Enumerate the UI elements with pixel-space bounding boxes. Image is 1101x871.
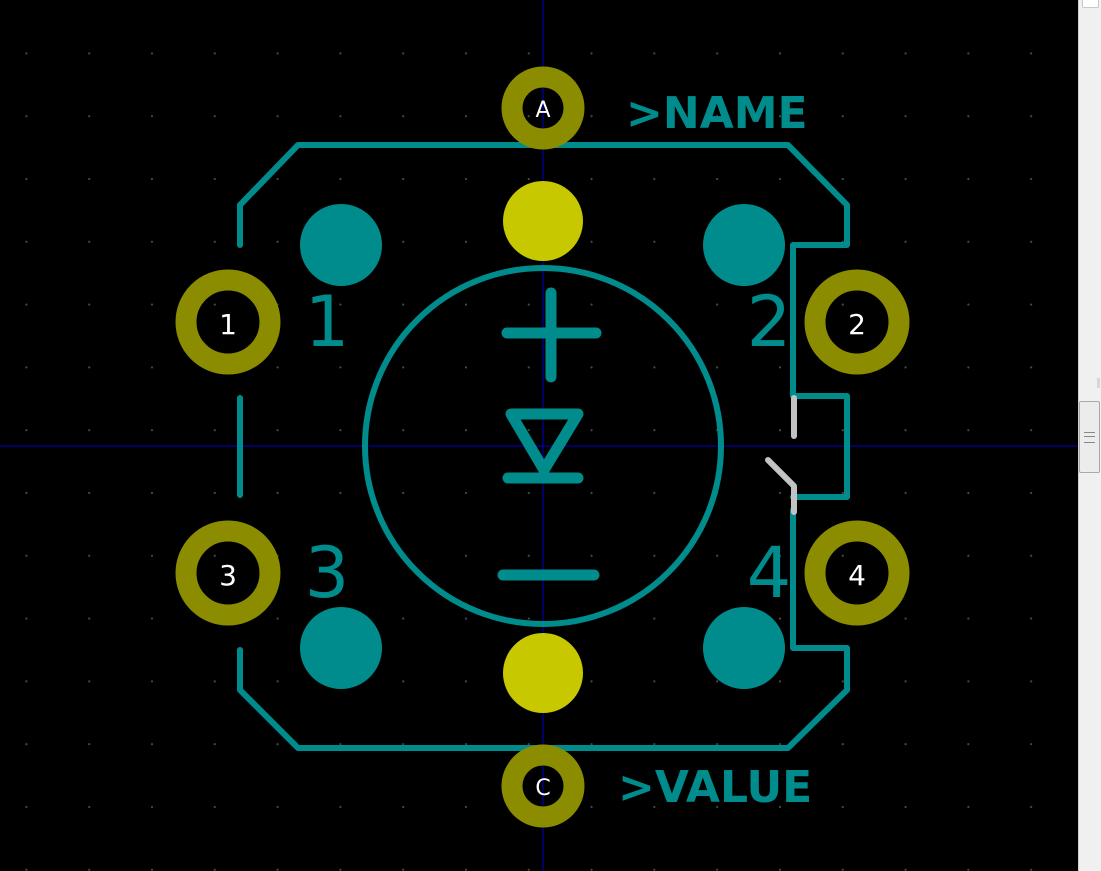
mount-hole-top-right (703, 204, 785, 286)
led-pad-bottom[interactable] (503, 633, 583, 713)
silk-number-3: 3 (305, 532, 350, 614)
vertical-scrollbar[interactable] (1078, 0, 1101, 871)
led-outline-circle (362, 265, 724, 627)
reference-field[interactable]: >NAME (626, 88, 808, 139)
pad-1-label: 1 (219, 308, 237, 341)
silk-number-4: 4 (747, 532, 792, 614)
silk-number-1: 1 (305, 281, 350, 363)
pad-3[interactable]: 3 (175, 520, 281, 626)
pcb-canvas[interactable]: A C 1 2 3 4 1 2 3 4 >NAME >VALUE (0, 0, 1078, 871)
pad-3-label: 3 (219, 559, 237, 592)
scroll-up-button[interactable] (1082, 0, 1099, 8)
mount-hole-bottom-left (300, 607, 382, 689)
footprint-drawing: A C 1 2 3 4 1 2 3 4 >NAME >VALUE (0, 0, 1078, 871)
led-pad-top[interactable] (503, 181, 583, 261)
pad-2-label: 2 (848, 308, 866, 341)
switch-lever (765, 457, 797, 515)
grip-icon (1084, 432, 1095, 443)
silk-number-2: 2 (747, 281, 792, 363)
outline-top (237, 142, 850, 398)
pad-4[interactable]: 4 (804, 520, 910, 626)
diode-triangle (505, 408, 584, 476)
switch-bracket (790, 393, 850, 500)
mount-hole-bottom-right (703, 607, 785, 689)
scrollbar-thumb[interactable] (1079, 401, 1100, 473)
value-field[interactable]: >VALUE (618, 762, 812, 813)
pad-2[interactable]: 2 (804, 269, 910, 375)
pad-a[interactable]: A (501, 66, 585, 150)
outline-bottom (237, 507, 850, 751)
pad-a-label: A (535, 98, 550, 123)
pad-c-label: C (535, 776, 550, 801)
mount-hole-top-left (300, 204, 382, 286)
scroll-track-marker (1097, 378, 1100, 388)
pad-4-label: 4 (848, 559, 866, 592)
pad-1[interactable]: 1 (175, 269, 281, 375)
pad-c[interactable]: C (501, 744, 585, 828)
